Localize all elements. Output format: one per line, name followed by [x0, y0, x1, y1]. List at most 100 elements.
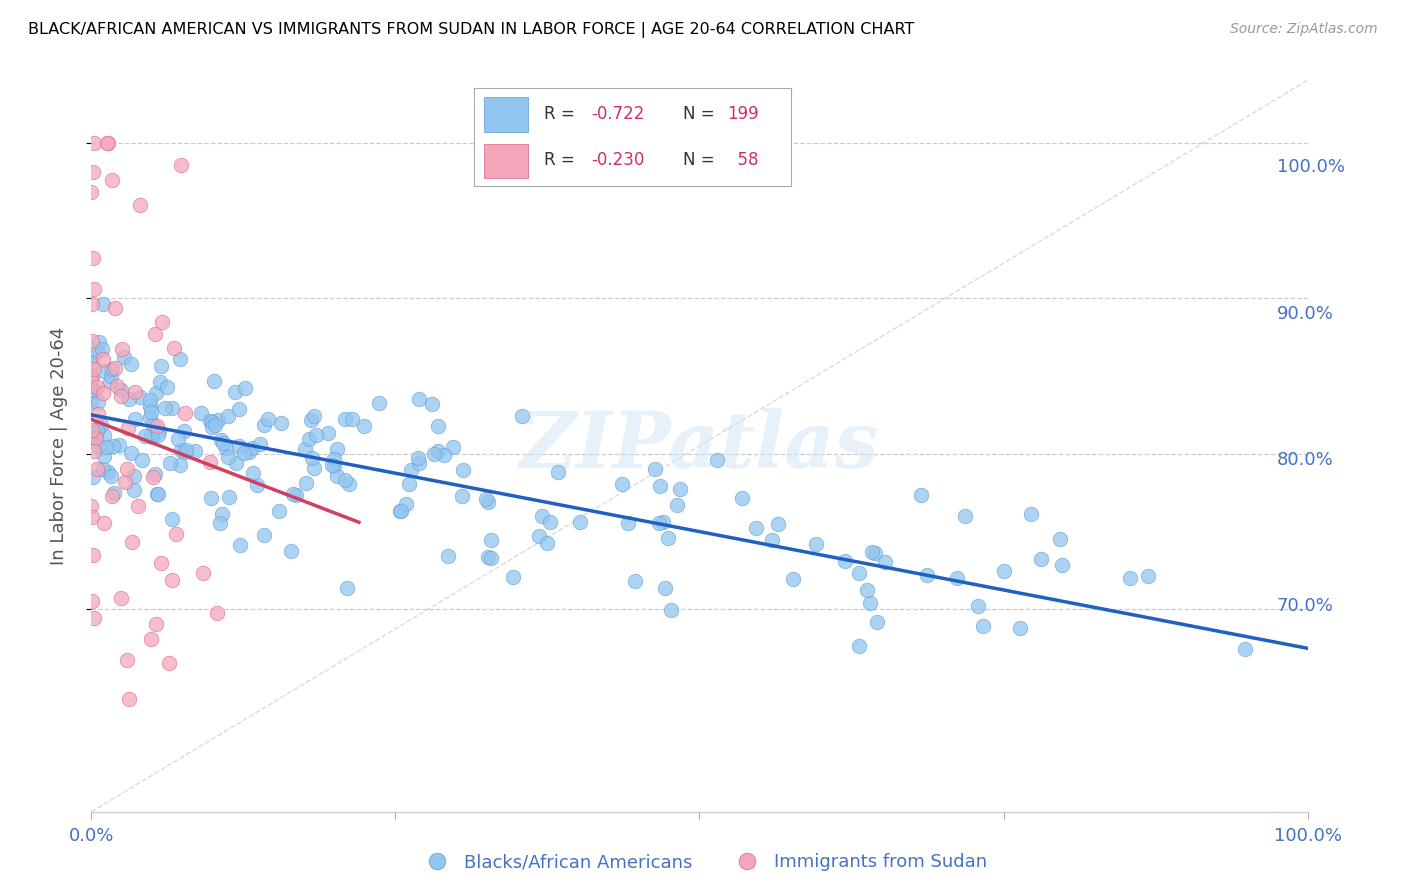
Point [963, 612, 986, 626]
Point [301, 450, 323, 465]
Text: BLACK/AFRICAN AMERICAN VS IMMIGRANTS FROM SUDAN IN LABOR FORCE | AGE 20-64 CORRE: BLACK/AFRICAN AMERICAN VS IMMIGRANTS FRO… [28, 22, 914, 38]
Point [176, 433, 198, 447]
Point [174, 352, 197, 367]
Point [165, 589, 187, 603]
Point [520, 496, 543, 510]
Point [166, 365, 188, 379]
Point [451, 466, 474, 480]
Point [294, 392, 316, 407]
Point [200, 450, 222, 464]
Point [166, 428, 188, 442]
Point [364, 464, 387, 478]
Point [186, 488, 208, 502]
Point [1111, 566, 1133, 580]
Point [181, 377, 204, 392]
Point [361, 418, 384, 433]
Point [484, 547, 506, 561]
Point [167, 448, 190, 462]
Point [225, 433, 247, 447]
Point [204, 393, 226, 408]
Point [287, 491, 309, 505]
Point [685, 598, 707, 612]
Point [218, 624, 240, 639]
Point [640, 479, 662, 493]
Point [167, 391, 190, 405]
Point [285, 445, 308, 459]
Point [333, 504, 356, 518]
Point [673, 516, 696, 530]
Point [475, 425, 498, 439]
Point [472, 451, 495, 466]
Point [172, 346, 194, 360]
Point [725, 457, 748, 471]
Point [678, 577, 700, 591]
Point [228, 326, 250, 341]
Point [523, 549, 546, 563]
Point [197, 426, 219, 441]
Point [224, 489, 246, 503]
Point [176, 394, 198, 409]
Point [280, 516, 302, 530]
Point [166, 473, 188, 487]
Point [458, 399, 481, 413]
Point [188, 442, 211, 457]
Point [239, 351, 262, 365]
Point [343, 542, 366, 557]
Point [959, 594, 981, 608]
Point [180, 468, 202, 483]
Legend: Blacks/African Americans, Immigrants from Sudan: Blacks/African Americans, Immigrants fro… [412, 847, 994, 879]
Point [202, 472, 225, 486]
Point [446, 499, 468, 513]
Point [565, 528, 588, 542]
Point [305, 450, 328, 464]
Point [357, 478, 380, 492]
Point [568, 509, 591, 524]
Point [270, 458, 292, 473]
Point [240, 525, 263, 540]
Point [360, 437, 382, 451]
Point [165, 310, 187, 325]
Point [422, 403, 444, 417]
Point [457, 454, 479, 468]
Point [170, 431, 193, 445]
Point [273, 421, 295, 435]
Point [183, 472, 205, 486]
Point [198, 681, 221, 695]
Point [645, 516, 668, 530]
Point [381, 456, 404, 470]
Point [391, 475, 413, 490]
Point [191, 586, 214, 600]
Point [297, 409, 319, 423]
Point [176, 361, 198, 376]
Point [283, 441, 305, 455]
Point [314, 480, 336, 494]
Point [319, 527, 342, 541]
Point [366, 434, 388, 448]
Point [231, 408, 253, 422]
Point [176, 516, 198, 531]
Point [1095, 567, 1118, 582]
Point [193, 352, 215, 367]
Point [392, 417, 415, 432]
Point [839, 551, 862, 566]
Point [1032, 531, 1054, 545]
Point [245, 361, 267, 376]
Point [377, 431, 399, 445]
Point [278, 419, 301, 434]
Point [859, 578, 882, 592]
Point [218, 433, 240, 447]
Point [176, 453, 198, 467]
Point [219, 424, 242, 438]
Point [793, 568, 815, 582]
Point [489, 444, 512, 458]
Point [165, 204, 187, 219]
Point [669, 465, 692, 479]
Point [208, 398, 231, 412]
Point [287, 453, 309, 467]
Point [221, 469, 243, 483]
Point [225, 429, 247, 443]
Point [385, 472, 408, 486]
Point [247, 449, 270, 463]
Point [219, 434, 242, 449]
Point [1035, 555, 1057, 569]
